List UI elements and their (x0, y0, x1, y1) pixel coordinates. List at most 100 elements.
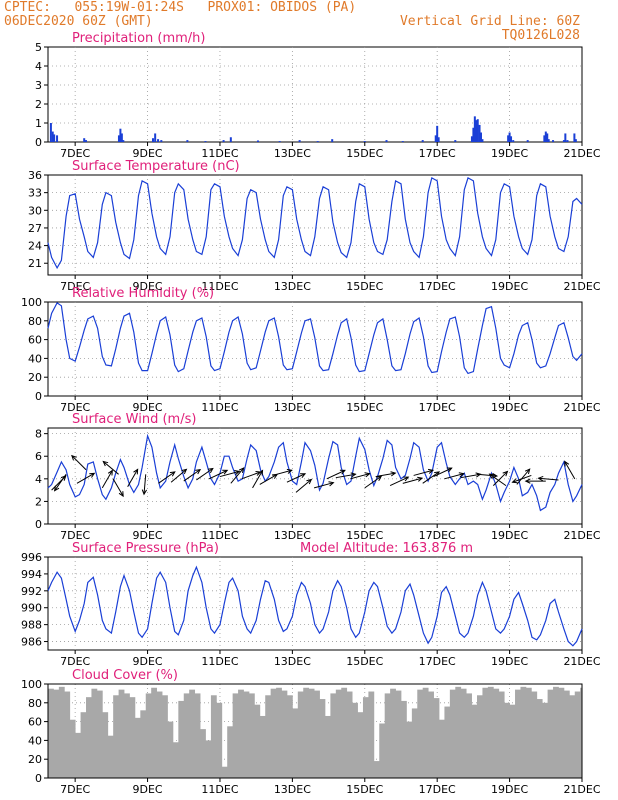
header-station: CPTEC: 055:19W-01:24S PROX01: OBIDOS (PA… (4, 0, 357, 15)
precip-ytick-label: 1 (35, 117, 42, 130)
cloud-bar (417, 689, 424, 778)
wind-arrow (141, 474, 147, 496)
wind-arrow (53, 474, 67, 492)
precip-bar (298, 140, 301, 142)
wind-arrow (272, 468, 293, 476)
pres-xtick-label: 17DEC (419, 655, 456, 668)
cloud-bar (96, 690, 103, 778)
cloud-bar (64, 691, 71, 778)
wind-ytick-label: 4 (35, 473, 42, 486)
rh-xtick-label: 13DEC (274, 401, 311, 414)
cloud-bar (91, 688, 98, 778)
pres-ytick-label: 988 (21, 619, 42, 632)
cloud-bar (504, 702, 510, 778)
cloud-xtick-label: 13DEC (274, 783, 311, 796)
wind-arrow (112, 478, 124, 498)
precip-bar (83, 138, 86, 142)
cloud-bar (270, 688, 277, 778)
cloud-bar (466, 693, 472, 778)
precip-bar (552, 140, 555, 142)
pres-xtick-label: 19DEC (491, 655, 528, 668)
cloud-xtick-label: 19DEC (491, 783, 528, 796)
cloud-bar (368, 691, 375, 778)
cloud-ytick-label: 60 (28, 716, 42, 729)
temp-xtick-label: 21DEC (563, 280, 600, 293)
cloud-bar (379, 723, 386, 778)
pres-xtick-label: 15DEC (346, 655, 383, 668)
precip-bar (401, 141, 404, 142)
temp-ytick-label: 30 (28, 204, 42, 217)
cloud-bar (341, 687, 348, 778)
cloud-bar (346, 691, 353, 778)
cloud-bar (140, 710, 147, 778)
cloud-xtick-label: 17DEC (419, 783, 456, 796)
wind-arrow (516, 468, 531, 485)
precip-bar (56, 135, 59, 142)
pres-ytick-label: 992 (21, 585, 42, 598)
wind-xtick-label: 15DEC (346, 529, 383, 542)
precip-bar (526, 140, 529, 142)
cloud-bar (520, 686, 527, 778)
temp-ytick-label: 24 (28, 240, 42, 253)
pres-subtitle: Model Altitude: 163.876 m (300, 541, 473, 556)
precip-bar (186, 140, 189, 142)
cloud-bar (498, 691, 505, 778)
cloud-bar (444, 706, 451, 778)
wind-arrow (183, 468, 202, 482)
cloud-bar (542, 702, 549, 778)
cloud-xtick-label: 7DEC (60, 783, 90, 796)
wind-xtick-label: 19DEC (491, 529, 528, 542)
cloud-bar (536, 699, 543, 778)
precip-xtick-label: 21DEC (563, 147, 600, 160)
wind-arrow (208, 469, 229, 480)
wind-xtick-label: 21DEC (563, 529, 600, 542)
cloud-bar (254, 704, 261, 778)
wind-arrow (295, 478, 313, 493)
wind-arrow (326, 469, 346, 480)
cloud-bar (243, 691, 250, 778)
cloud-bar (167, 721, 174, 778)
wind-arrow (402, 476, 424, 484)
cloud-bar (183, 693, 190, 778)
cloud-bar (471, 704, 478, 778)
precip-bar (204, 141, 207, 142)
cloud-bar (330, 693, 337, 778)
wind-arrow (196, 467, 214, 481)
cloud-bar (395, 690, 402, 778)
cloud-bar (563, 690, 570, 778)
precip-xtick-label: 11DEC (201, 147, 238, 160)
cloud-bar (433, 698, 440, 778)
rh-xtick-label: 7DEC (60, 401, 90, 414)
cloud-bar (178, 700, 185, 778)
precip-bar (547, 139, 550, 142)
precip-bar (546, 133, 549, 142)
precip-bar (49, 123, 52, 142)
precip-bar (510, 136, 513, 142)
cloud-bar (515, 689, 521, 778)
precip-bar (476, 119, 479, 142)
wind-arrow (492, 470, 509, 486)
rh-xtick-label: 11DEC (201, 401, 238, 414)
cloud-bar (455, 686, 462, 778)
precip-bar (564, 133, 567, 142)
precip-bar (119, 128, 122, 142)
cloud-bar (547, 689, 554, 778)
wind-arrow (102, 460, 119, 475)
wind-ytick-label: 8 (35, 428, 42, 441)
rh-xtick-label: 21DEC (563, 401, 600, 414)
wind-arrow (433, 467, 453, 478)
cloud-bar (400, 700, 407, 778)
wind-arrow (170, 468, 188, 483)
cloud-bar (297, 691, 304, 778)
precip-bar (85, 140, 88, 142)
precip-bar (479, 132, 482, 142)
cloud-bar (276, 687, 282, 778)
cloud-bar (422, 687, 429, 778)
wind-xtick-label: 17DEC (419, 529, 456, 542)
cloud-frame-top (47, 683, 583, 779)
wind-arrow (335, 472, 357, 479)
precip-xtick-label: 19DEC (491, 147, 528, 160)
rh-ytick-label: 60 (28, 334, 42, 347)
cloud-bar (319, 699, 326, 778)
precip-bar (278, 141, 281, 142)
